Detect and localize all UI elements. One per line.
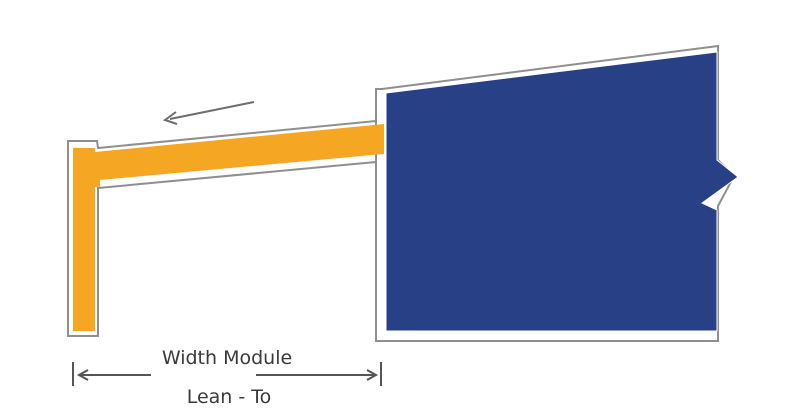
slope-direction-arrow bbox=[162, 101, 255, 125]
width-dimension bbox=[72, 362, 382, 386]
lean-to-outline bbox=[67, 120, 377, 337]
main-building bbox=[385, 51, 739, 332]
lean-to-label: Lean - To bbox=[187, 386, 272, 408]
dimension-arrowhead-left bbox=[76, 369, 89, 381]
lean-to-frame bbox=[73, 124, 384, 331]
dimension-arrowhead-right bbox=[366, 369, 379, 381]
width-module-label: Width Module bbox=[162, 347, 292, 369]
